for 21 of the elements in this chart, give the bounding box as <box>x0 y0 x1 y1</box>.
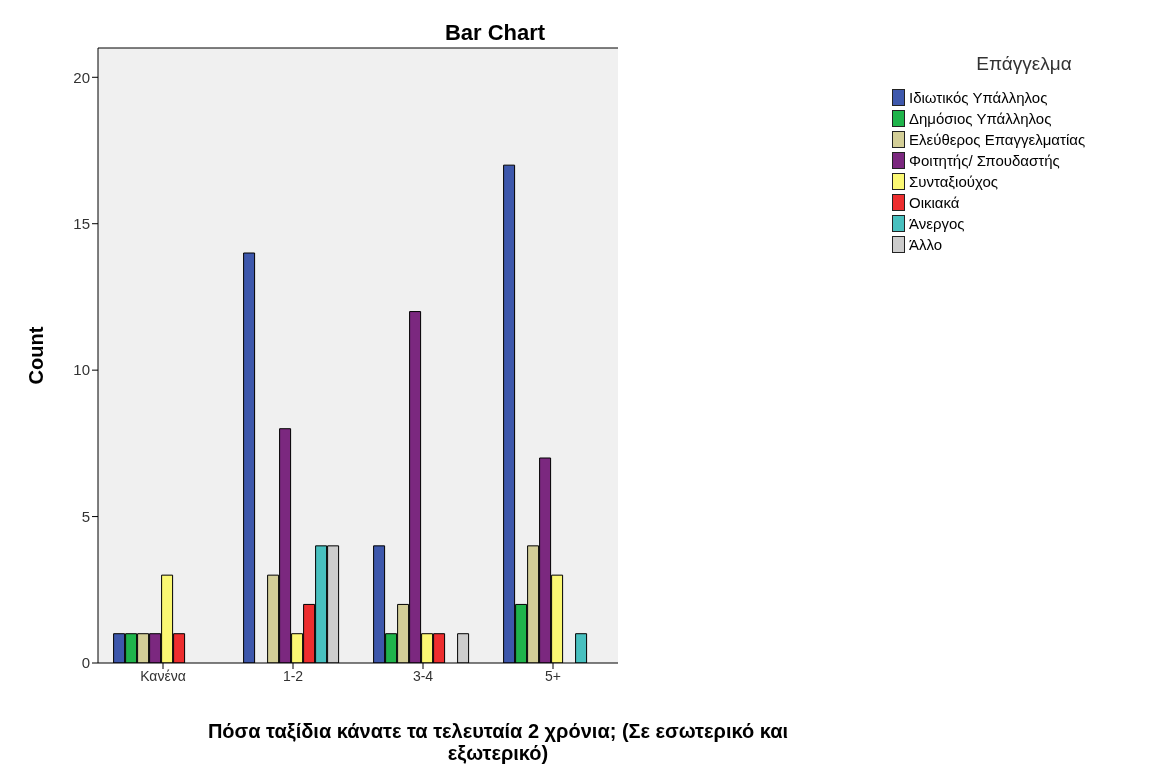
legend-label: Άλλο <box>909 236 943 253</box>
legend-label: Συνταξιούχος <box>909 173 998 190</box>
chart-title: Bar Chart <box>443 20 547 46</box>
x-tick-label: 3-4 <box>412 667 434 684</box>
legend-label: Ιδιωτικός Υπάλληλος <box>909 89 1048 106</box>
x-axis-title: Πόσα ταξίδια κάνατε τα τελευταία 2 χρόνια; (Σε εσωτερικό και εξωτερικό) <box>206 720 790 764</box>
legend-label: Άνεργος <box>909 215 965 232</box>
y-tick-label: 0 <box>81 654 90 672</box>
legend-label: Δημόσιος Υπάλληλος <box>909 110 1052 127</box>
legend-title: Επάγγελμα <box>975 53 1073 75</box>
x-tick-label: 1-2 <box>282 667 304 684</box>
y-axis-title: Count <box>25 326 48 385</box>
y-tick-label: 5 <box>81 507 90 525</box>
x-tick-label: 5+ <box>545 667 561 684</box>
y-tick-label: 10 <box>73 361 90 379</box>
y-tick-label: 20 <box>73 68 90 86</box>
x-tick-label: Κανένα <box>140 667 186 684</box>
legend-label: Φοιτητής/ Σπουδαστής <box>909 152 1060 169</box>
y-tick-label: 15 <box>73 215 90 233</box>
legend-label: Οικιακά <box>909 194 960 211</box>
legend-label: Ελεύθερος Επαγγελματίας <box>909 131 1086 148</box>
